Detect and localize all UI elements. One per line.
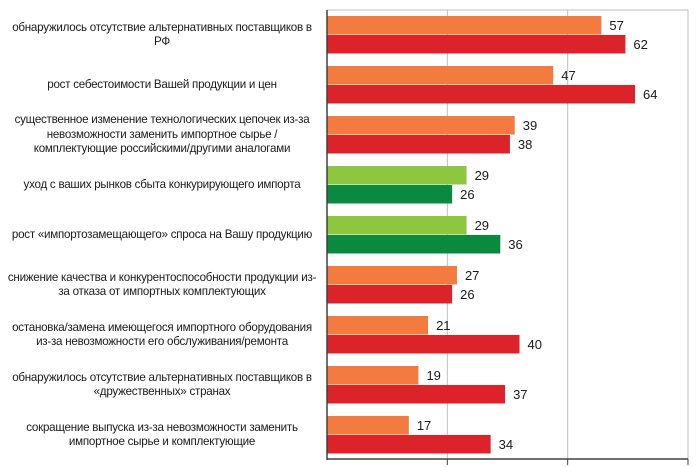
data-label: 62 [633, 37, 647, 52]
bar [327, 85, 636, 104]
bar [327, 316, 429, 335]
bar [327, 385, 506, 404]
bar [327, 266, 457, 285]
bar [327, 366, 419, 385]
data-label: 29 [475, 218, 489, 233]
data-label: 39 [523, 118, 537, 133]
data-label: 37 [513, 387, 527, 402]
data-label: 17 [417, 418, 431, 433]
bar [327, 185, 453, 204]
category-label: обнаружилось отсутствие альтернативных п… [12, 20, 312, 49]
data-label: 57 [609, 18, 623, 33]
category-label: снижение качества и конкурентоспособност… [7, 270, 317, 299]
category-label: рост «импортозамещающего» спроса на Вашу… [11, 227, 313, 241]
bar [327, 335, 520, 354]
bar [327, 285, 453, 304]
data-label: 26 [460, 187, 474, 202]
data-label: 64 [643, 87, 657, 102]
category-label: сокращение выпуска из-за невозможности з… [26, 420, 298, 449]
bar [327, 166, 467, 185]
bar [327, 116, 515, 135]
data-label: 38 [518, 137, 532, 152]
data-label: 27 [465, 268, 479, 283]
bar [327, 216, 467, 235]
bar [327, 135, 510, 154]
category-label: обнаружилось отсутствие альтернативных п… [12, 370, 312, 399]
category-label: остановка/замена имеющегося импортного о… [12, 320, 312, 349]
data-label: 29 [475, 168, 489, 183]
data-label: 47 [561, 68, 575, 83]
category-label: уход с ваших рынков сбыта конкурирующего… [23, 177, 301, 191]
data-label: 34 [499, 437, 513, 452]
bar [327, 416, 409, 435]
data-label: 40 [528, 337, 542, 352]
data-label: 19 [426, 368, 440, 383]
bar [327, 16, 602, 35]
data-label: 36 [508, 237, 522, 252]
bar [327, 35, 626, 54]
category-label: рост себестоимости Вашей продукции и цен [47, 77, 277, 91]
bar [327, 66, 554, 85]
bar [327, 235, 501, 254]
data-label: 26 [460, 287, 474, 302]
bar [327, 435, 491, 454]
category-label: существенное изменение технологических ц… [14, 113, 310, 156]
data-label: 21 [436, 318, 450, 333]
